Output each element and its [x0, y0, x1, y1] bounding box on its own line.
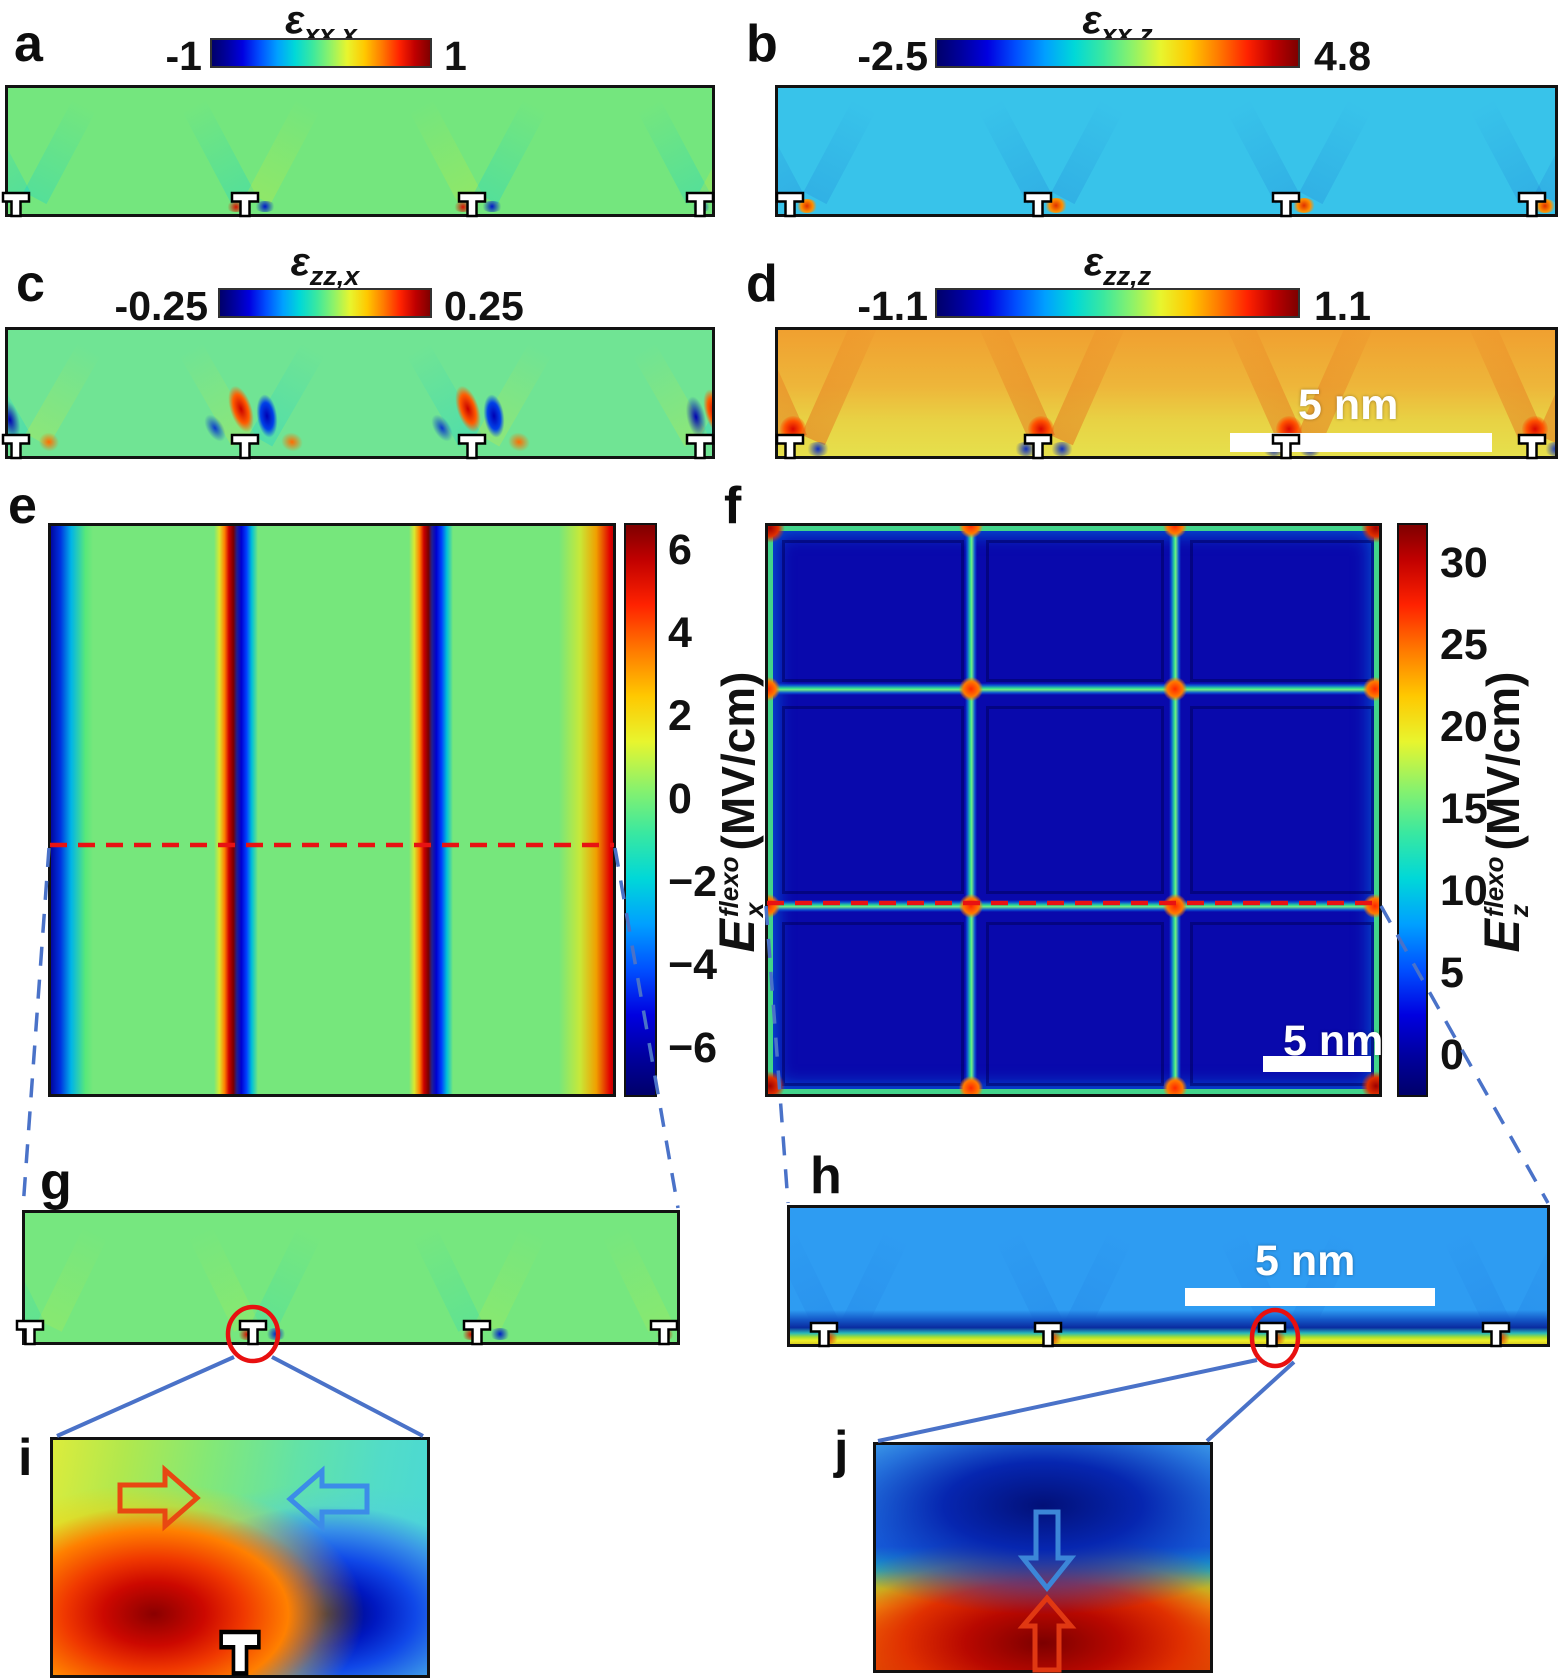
panel-f-label: f [724, 477, 742, 535]
e-tick: 4 [668, 609, 692, 657]
colorbar-title-a: εxx,x [285, 0, 357, 49]
f-tick: 25 [1440, 621, 1488, 669]
panel-i-label: i [18, 1429, 33, 1487]
scale-bar-label-h: 5 nm [1255, 1237, 1356, 1285]
e-tick: 0 [668, 775, 692, 823]
panel-d-label: d [746, 255, 778, 313]
colorbar-c-max: 0.25 [444, 283, 524, 329]
panel-c-label: c [16, 255, 45, 313]
panel-h-label: h [810, 1147, 842, 1205]
panel-b-label: b [746, 15, 778, 73]
zoom-inset-j [873, 1442, 1213, 1673]
zoom-inset-i [50, 1437, 430, 1678]
colorbar-e [624, 523, 657, 1097]
f-tick: 30 [1440, 539, 1488, 587]
scale-bar-f [1263, 1056, 1371, 1072]
heatmap-strip-c [5, 327, 715, 459]
heatmap-strip-a [5, 85, 715, 217]
scale-bar-h [1185, 1288, 1435, 1306]
heatmap-map-f [765, 523, 1382, 1097]
scale-bar-label-d: 5 nm [1298, 381, 1399, 429]
colorbar-d-max: 1.1 [1314, 283, 1371, 329]
colorbar-b-min: -2.5 [857, 33, 928, 79]
e-tick: −6 [668, 1024, 718, 1072]
heatmap-strip-d [775, 327, 1558, 459]
panel-j-label: j [834, 1421, 849, 1479]
colorbar-d-min: -1.1 [857, 283, 928, 329]
f-tick: 20 [1440, 703, 1488, 751]
heatmap-strip-b [775, 85, 1558, 217]
panel-a-label: a [14, 15, 43, 73]
f-tick: 15 [1440, 785, 1488, 833]
f-tick: 0 [1440, 1031, 1464, 1079]
colorbar-a-max: 1 [444, 33, 467, 79]
colorbar-title-d: εzz,z [1083, 240, 1152, 291]
panel-e-label: e [8, 477, 37, 535]
colorbar-c-min: -0.25 [114, 283, 208, 329]
colorbar-f [1397, 523, 1428, 1097]
heatmap-map-e [48, 523, 616, 1097]
heatmap-strip-g [22, 1210, 680, 1345]
scale-bar-label-f: 5 nm [1283, 1017, 1384, 1065]
colorbar-d [935, 288, 1300, 318]
colorbar-b-max: 4.8 [1314, 33, 1371, 79]
e-tick: 2 [668, 692, 692, 740]
colorbar-c [218, 288, 432, 318]
scale-bar-d [1230, 433, 1492, 452]
zoom-connectors-solid [56, 1355, 1296, 1443]
colorbar-title-b: εxx,z [1082, 0, 1153, 49]
panel-g-label: g [40, 1153, 72, 1211]
colorbar-a-min: -1 [165, 33, 202, 79]
e-tick: 6 [668, 526, 692, 574]
colorbar-a [210, 38, 432, 68]
colorbar-title-c: εzz,x [290, 240, 360, 291]
colorbar-b [935, 38, 1300, 68]
heatmap-strip-h [787, 1205, 1550, 1347]
